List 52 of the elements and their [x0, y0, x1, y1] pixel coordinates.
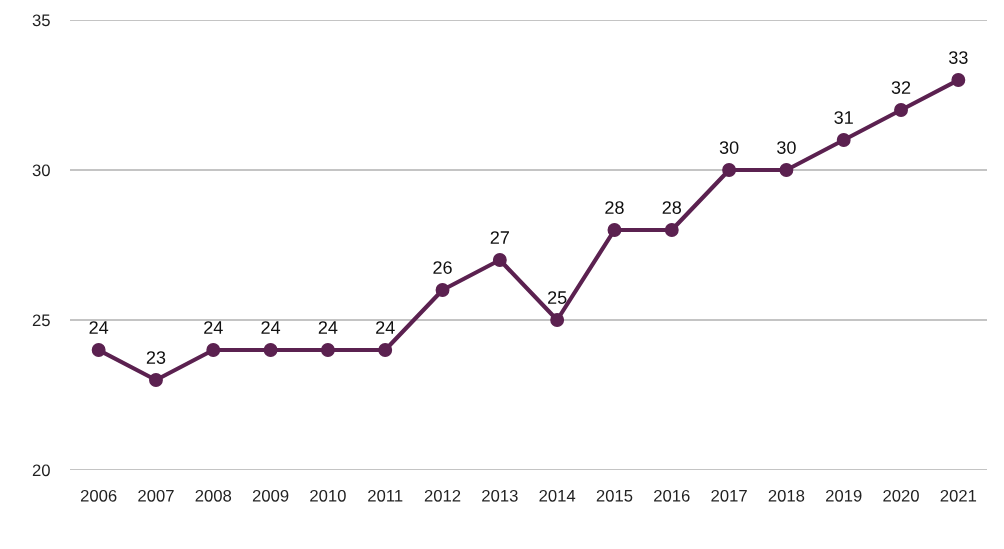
data-label: 24 [261, 321, 281, 334]
data-label: 27 [490, 231, 509, 244]
data-label: 30 [777, 141, 796, 154]
x-tick-label: 2009 [252, 489, 289, 502]
x-tick-label: 2018 [768, 489, 805, 502]
data-label: 30 [719, 141, 739, 154]
x-tick-label: 2014 [539, 489, 576, 502]
x-tick-label: 2015 [596, 489, 633, 502]
point [894, 103, 908, 117]
x-tick-label: 2017 [711, 489, 747, 502]
x-tick-label: 2007 [138, 489, 174, 502]
point [951, 73, 966, 87]
point [664, 223, 679, 237]
point [149, 373, 163, 387]
data-label: 24 [89, 321, 109, 334]
point [263, 343, 278, 357]
x-tick-label: 2012 [424, 489, 461, 502]
x-tick-label: 2011 [368, 489, 403, 502]
point [206, 343, 221, 357]
data-label: 33 [948, 51, 968, 64]
data-label: 24 [376, 321, 395, 334]
data-label: 28 [662, 201, 682, 214]
x-tick-label: 2008 [195, 489, 232, 502]
data-label: 23 [146, 351, 166, 364]
data-label: 31 [834, 111, 853, 124]
x-tick-label: 2010 [310, 489, 346, 502]
data-label: 26 [433, 261, 452, 274]
point [492, 253, 507, 267]
point [550, 313, 565, 327]
data-label: 32 [891, 81, 911, 94]
data-label: 24 [204, 321, 223, 334]
y-tick-label: 30 [32, 164, 50, 177]
y-tick-label: 20 [32, 464, 50, 477]
x-tick-label: 2021 [940, 489, 977, 502]
x-tick-label: 2016 [654, 489, 690, 502]
x-tick-label: 2013 [482, 489, 518, 502]
point [435, 283, 450, 297]
point [91, 343, 106, 357]
data-label: 25 [548, 291, 567, 304]
x-tick-label: 2020 [883, 489, 919, 502]
point [320, 343, 335, 357]
data-label: 28 [605, 201, 624, 214]
point [378, 343, 393, 357]
data-label: 24 [318, 321, 338, 334]
y-tick-label: 35 [32, 14, 50, 27]
point [779, 163, 794, 177]
point [607, 223, 622, 237]
point [836, 133, 851, 147]
point [722, 163, 737, 177]
y-tick-label: 25 [32, 314, 50, 327]
x-tick-label: 2006 [80, 489, 117, 502]
x-tick-label: 2019 [826, 489, 862, 502]
